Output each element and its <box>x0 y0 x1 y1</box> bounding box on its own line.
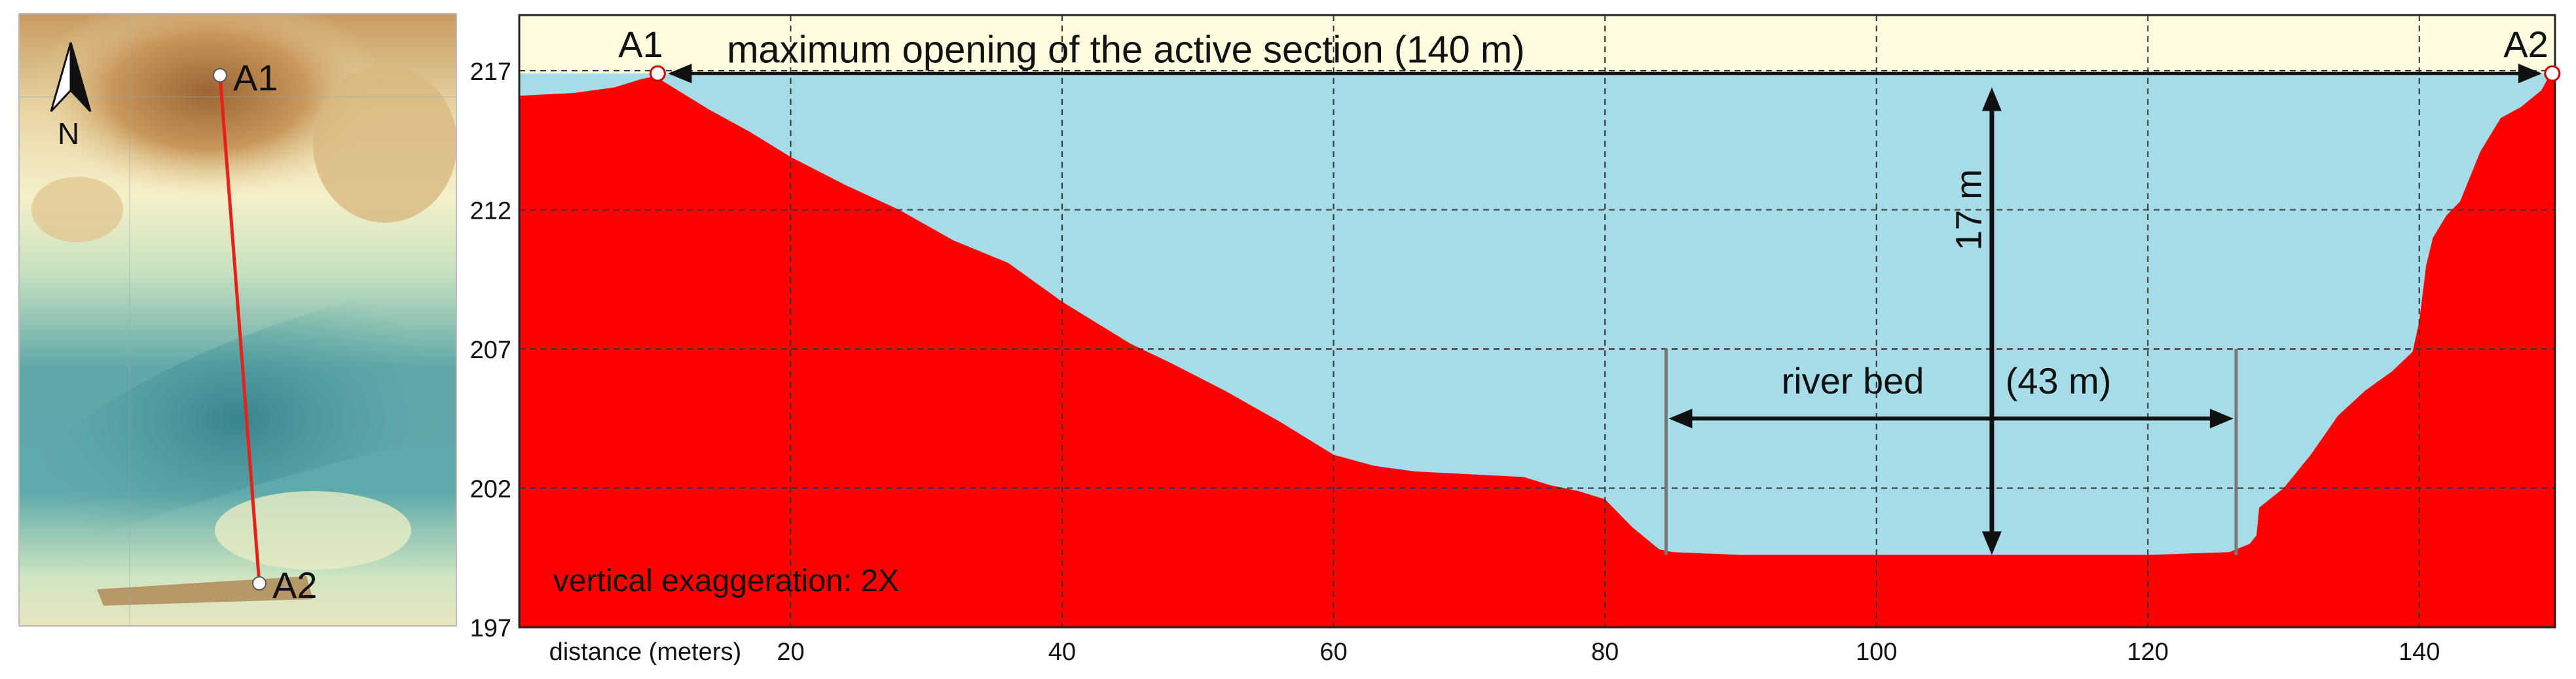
hill-area <box>31 13 385 196</box>
vertical-exaggeration-note: vertical exaggeration: 2X <box>553 564 899 598</box>
endpoint-a1-marker <box>649 65 666 82</box>
y-tick-label: 217 <box>470 58 511 86</box>
hill-area-left <box>31 177 123 242</box>
sky-band-rect <box>519 15 2555 74</box>
riverbed-width-label: (43 m) <box>2006 360 2112 401</box>
arrow-head <box>2518 64 2542 84</box>
x-tick-label: 120 <box>2127 638 2168 666</box>
x-tick-label: 140 <box>2399 638 2440 666</box>
y-tick-label: 212 <box>470 198 511 225</box>
max-opening-label: maximum opening of the active section (1… <box>727 28 1525 71</box>
endpoint-a2-label: A2 <box>2503 24 2548 65</box>
map-frame <box>18 13 457 627</box>
annotations <box>649 64 2561 555</box>
y-axis-ticks: 197 202 207 212 217 <box>470 58 511 642</box>
x-tick-label: 80 <box>1591 638 1619 666</box>
arrow-head <box>1981 87 2002 111</box>
x-tick-label: 20 <box>777 638 804 666</box>
height-label: 17 m <box>1947 169 1989 251</box>
point-a1-label: A1 <box>233 57 278 98</box>
terrain-fill <box>519 65 2555 627</box>
point-a2-label: A2 <box>272 564 318 606</box>
point-a2-marker <box>252 576 267 591</box>
arrow-head <box>1981 531 2002 555</box>
y-tick-label: 197 <box>470 615 511 642</box>
grid <box>518 14 2556 629</box>
terrain-profile <box>519 65 2555 627</box>
x-tick-label: 40 <box>1048 638 1076 666</box>
x-tick-label: 60 <box>1319 638 1347 666</box>
river-channel <box>18 275 457 563</box>
dem-map: A1 A2 N <box>18 13 457 627</box>
north-arrow-icon <box>50 42 92 113</box>
arrow-head <box>1668 409 1693 429</box>
y-tick-label: 207 <box>470 337 511 364</box>
arrow-head <box>2209 409 2234 429</box>
point-a1-marker <box>213 68 227 83</box>
hill-area-right <box>313 65 457 223</box>
floodplain-patch <box>215 491 411 570</box>
x-tick-label: 100 <box>1856 638 1897 666</box>
endpoint-a1-label: A1 <box>618 24 663 65</box>
transect-line <box>218 75 261 584</box>
endpoint-a2-marker <box>2544 65 2561 82</box>
plot-frame <box>518 14 2556 629</box>
x-axis-ticks: 20 40 60 80 100 120 140 <box>777 638 2440 666</box>
arrow-head <box>668 64 692 84</box>
y-tick-label: 202 <box>470 476 511 504</box>
riverbed-label: river bed <box>1782 360 1924 401</box>
north-label: N <box>58 117 79 151</box>
sky-band <box>519 15 2555 74</box>
x-axis-label: distance (meters) <box>549 638 742 666</box>
